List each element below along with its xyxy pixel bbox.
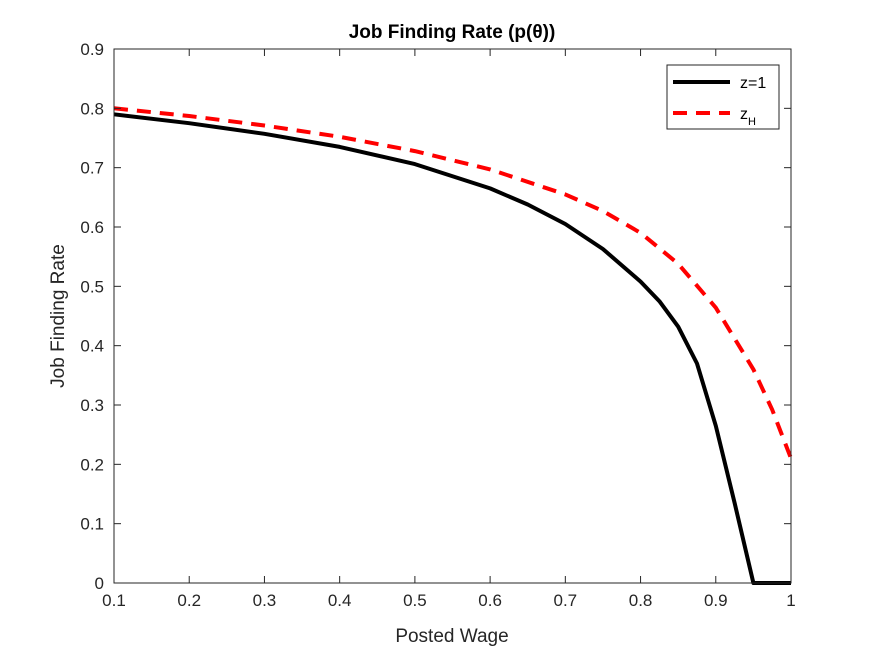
series-line-1 — [113, 112, 791, 585]
y-tick-label: 0 — [95, 574, 104, 593]
legend-label-main: z — [740, 106, 748, 123]
series-line-2 — [113, 106, 793, 460]
legend-label-1: z=1 — [740, 75, 766, 92]
x-axis-label: Posted Wage — [395, 626, 508, 647]
y-tick-label: 0.3 — [80, 396, 104, 415]
legend-box — [666, 64, 780, 130]
legend-label-subscript: H — [748, 116, 756, 128]
x-tick-label: 0.7 — [554, 591, 578, 610]
y-tick-label: 0.4 — [80, 337, 104, 356]
y-tick-label: 0.7 — [80, 159, 104, 178]
legend-label-2: zH — [740, 106, 756, 128]
legend: z=1 zH — [666, 64, 780, 130]
x-tick-label: 0.5 — [403, 591, 427, 610]
tick-layer: 0.1 0.2 0.3 0.4 0.5 0.6 0.7 0.8 0.9 100.10.20.30.… — [80, 40, 795, 610]
x-tick-label: 0.6 — [478, 591, 502, 610]
x-tick-label: 0.3 — [253, 591, 277, 610]
legend-label-main: z=1 — [740, 75, 766, 92]
x-tick-label: 0.9 — [704, 591, 728, 610]
y-tick-label: 0.2 — [80, 455, 104, 474]
x-tick-label: 0.2 — [177, 591, 201, 610]
y-tick-label: 0.6 — [80, 218, 104, 237]
x-tick-label: 0.8 — [629, 591, 653, 610]
y-tick-label: 0.5 — [80, 277, 104, 296]
x-tick-label: 1 — [786, 591, 795, 610]
x-tick-label: 0.4 — [328, 591, 352, 610]
x-tick-label: 0.1 — [102, 591, 126, 610]
y-tick-label: 0.9 — [80, 40, 104, 59]
plot-area — [114, 49, 791, 583]
y-axis-label: Job Finding Rate — [48, 244, 69, 388]
y-tick-label: 0.1 — [80, 515, 104, 534]
chart-title: Job Finding Rate (p(θ)) — [349, 22, 556, 43]
series-layer — [113, 106, 793, 585]
y-tick-label: 0.8 — [80, 99, 104, 118]
axes-box — [113, 48, 792, 584]
